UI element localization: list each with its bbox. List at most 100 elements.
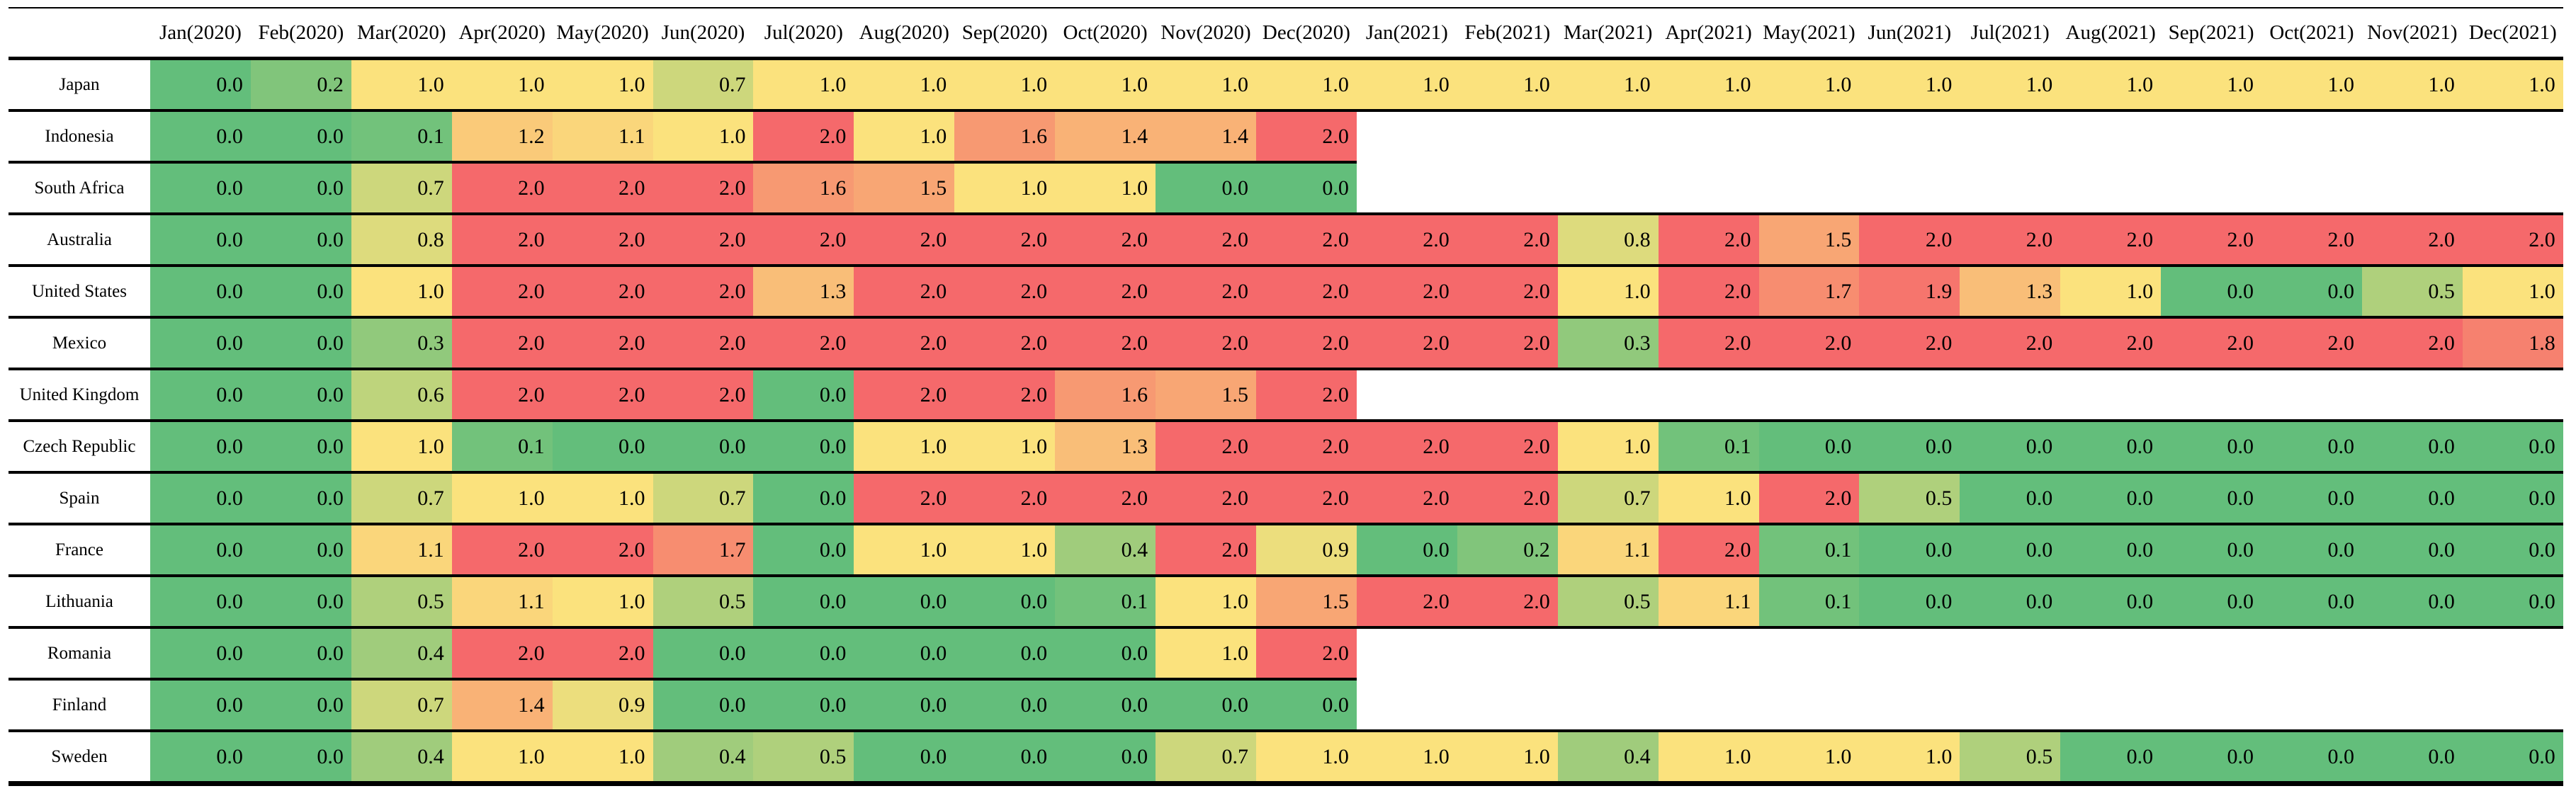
heatmap-cell: 1.5 bbox=[1255, 577, 1357, 626]
heatmap-cell: 2.0 bbox=[552, 215, 653, 264]
heatmap-cell: 0.0 bbox=[854, 629, 955, 678]
heatmap-cell: 0.0 bbox=[150, 215, 251, 264]
heatmap-cell: 2.0 bbox=[1356, 577, 1457, 626]
heatmap-cell: 0.0 bbox=[1255, 164, 1357, 212]
heatmap-cell: 2.0 bbox=[2361, 215, 2463, 264]
heatmap-cell: 1.0 bbox=[2462, 60, 2563, 109]
row-rule bbox=[9, 161, 1357, 164]
heatmap-cell: 2.0 bbox=[1255, 215, 1357, 264]
heatmap-cell: 1.0 bbox=[1960, 60, 2061, 109]
heatmap-cell: 2.0 bbox=[1457, 474, 1558, 523]
heatmap-cell: 1.0 bbox=[653, 112, 754, 161]
heatmap-cell: 0.1 bbox=[1055, 577, 1156, 626]
heatmap-cell: 2.0 bbox=[1356, 474, 1457, 523]
table-row: Mexico 0.0 0.0 0.3 2.0 2.0 2.0 2.0 2.0 2.0 2.0 2.0 2… bbox=[9, 319, 2563, 368]
heatmap-cell: 2.0 bbox=[954, 370, 1056, 419]
row-label: Romania bbox=[9, 629, 150, 678]
heatmap-cell: 0.5 bbox=[1960, 732, 2061, 781]
heatmap-cell: 1.4 bbox=[1156, 112, 1256, 161]
heatmap-cell: 0.0 bbox=[954, 732, 1056, 781]
heatmap-cell: 0.0 bbox=[250, 215, 351, 264]
heatmap-cell: 0.1 bbox=[1758, 577, 1860, 626]
heatmap-cell: 0.0 bbox=[150, 577, 251, 626]
heatmap-cell: 0.7 bbox=[653, 60, 754, 109]
heatmap-cell: 1.0 bbox=[1457, 60, 1558, 109]
heatmap-cell: 0.7 bbox=[653, 474, 754, 523]
row-label: France bbox=[9, 525, 150, 574]
heatmap-cell: 0.0 bbox=[250, 422, 351, 471]
heatmap-cell: 0.0 bbox=[2161, 267, 2262, 316]
heatmap-cell: 1.0 bbox=[1658, 474, 1759, 523]
heatmap-cell: 1.0 bbox=[1156, 60, 1256, 109]
column-header: Apr(2020) bbox=[458, 21, 546, 44]
heatmap-cell: 1.0 bbox=[854, 60, 955, 109]
heatmap-cell: 2.0 bbox=[1758, 319, 1860, 368]
heatmap-cell: 0.0 bbox=[2161, 577, 2262, 626]
row-label: Australia bbox=[9, 215, 150, 264]
heatmap-cell: 1.0 bbox=[1557, 267, 1659, 316]
heatmap-cell: 1.6 bbox=[1055, 370, 1156, 419]
heatmap-cell: 2.0 bbox=[1457, 215, 1558, 264]
heatmap-cell: 0.2 bbox=[1457, 525, 1558, 574]
heatmap-cell: 2.0 bbox=[954, 474, 1056, 523]
heatmap-cell: 0.0 bbox=[753, 577, 854, 626]
heatmap-cell: 2.0 bbox=[1457, 267, 1558, 316]
heatmap-cell: 2.0 bbox=[1457, 319, 1558, 368]
heatmap-cell: 0.4 bbox=[351, 732, 452, 781]
heatmap-cell: 2.0 bbox=[552, 267, 653, 316]
row-label: United Kingdom bbox=[9, 370, 150, 419]
table-row: Spain 0.0 0.0 0.7 1.0 1.0 0.7 0.0 2.0 2.0 2.0 2.0 2.… bbox=[9, 474, 2563, 523]
heatmap-cell: 2.0 bbox=[1055, 474, 1156, 523]
heatmap-cell: 2.0 bbox=[1255, 629, 1357, 678]
heatmap-cell: 0.4 bbox=[653, 732, 754, 781]
heatmap-cell: 2.0 bbox=[451, 164, 553, 212]
heatmap-cell: 2.0 bbox=[1658, 215, 1759, 264]
heatmap-cell: 0.7 bbox=[351, 474, 452, 523]
heatmap-cell: 1.0 bbox=[1758, 60, 1860, 109]
heatmap-cell: 0.0 bbox=[1156, 164, 1256, 212]
column-header: Mar(2021) bbox=[1563, 21, 1653, 44]
row-label: South Africa bbox=[9, 164, 150, 212]
heatmap-cell: 0.9 bbox=[552, 681, 653, 729]
heatmap-cell: 0.0 bbox=[2361, 732, 2463, 781]
heatmap-cell: 0.0 bbox=[1859, 525, 1960, 574]
heatmap-cell: 2.0 bbox=[451, 319, 553, 368]
heatmap-cell: 0.0 bbox=[1055, 629, 1156, 678]
heatmap-cell: 0.7 bbox=[351, 681, 452, 729]
column-header-row: Jan(2020) Feb(2020) Mar(2020) Apr(2020) May(… bbox=[9, 8, 2563, 57]
heatmap-cell: 0.0 bbox=[250, 577, 351, 626]
column-header: Jul(2020) bbox=[764, 21, 843, 44]
heatmap-cell: 0.0 bbox=[2161, 422, 2262, 471]
heatmap-cell: 0.0 bbox=[150, 164, 251, 212]
heatmap-cell: 1.0 bbox=[1156, 577, 1256, 626]
heatmap-cell: 0.3 bbox=[1557, 319, 1659, 368]
heatmap-cell: 0.0 bbox=[150, 422, 251, 471]
heatmap-cell: 1.0 bbox=[2261, 60, 2362, 109]
heatmap-cell: 0.5 bbox=[2361, 267, 2463, 316]
heatmap-cell: 1.1 bbox=[552, 112, 653, 161]
heatmap-cell: 1.9 bbox=[1859, 267, 1960, 316]
heatmap-cell: 1.6 bbox=[954, 112, 1056, 161]
heatmap-cell: 2.0 bbox=[1255, 422, 1357, 471]
heatmap-cell: 0.4 bbox=[1055, 525, 1156, 574]
heatmap-cell: 2.0 bbox=[954, 215, 1056, 264]
heatmap-cell: 0.7 bbox=[351, 164, 452, 212]
heatmap-cell: 0.1 bbox=[351, 112, 452, 161]
heatmap-cell: 0.5 bbox=[1557, 577, 1659, 626]
header-rule bbox=[9, 57, 2563, 60]
table-bottom-rule bbox=[9, 781, 2564, 786]
heatmap-cell: 2.0 bbox=[1255, 474, 1357, 523]
heatmap-cell: 0.0 bbox=[150, 681, 251, 729]
heatmap-cell: 2.0 bbox=[854, 370, 955, 419]
heatmap-cell: 0.7 bbox=[1156, 732, 1256, 781]
heatmap-cell: 2.0 bbox=[1055, 319, 1156, 368]
table-row: Finland 0.0 0.0 0.7 1.4 0.9 0.0 0.0 0.0 0.0 0.0 0.0… bbox=[9, 681, 2563, 729]
heatmap-cell: 2.0 bbox=[653, 319, 754, 368]
heatmap-cell: 0.0 bbox=[2060, 422, 2162, 471]
heatmap-cell: 0.0 bbox=[2261, 267, 2362, 316]
row-rule bbox=[9, 574, 2564, 577]
heatmap-cell: 1.0 bbox=[552, 577, 653, 626]
table-top-rule bbox=[9, 7, 2563, 8]
heatmap-cell: 2.0 bbox=[552, 629, 653, 678]
heatmap-cell: 0.0 bbox=[250, 112, 351, 161]
